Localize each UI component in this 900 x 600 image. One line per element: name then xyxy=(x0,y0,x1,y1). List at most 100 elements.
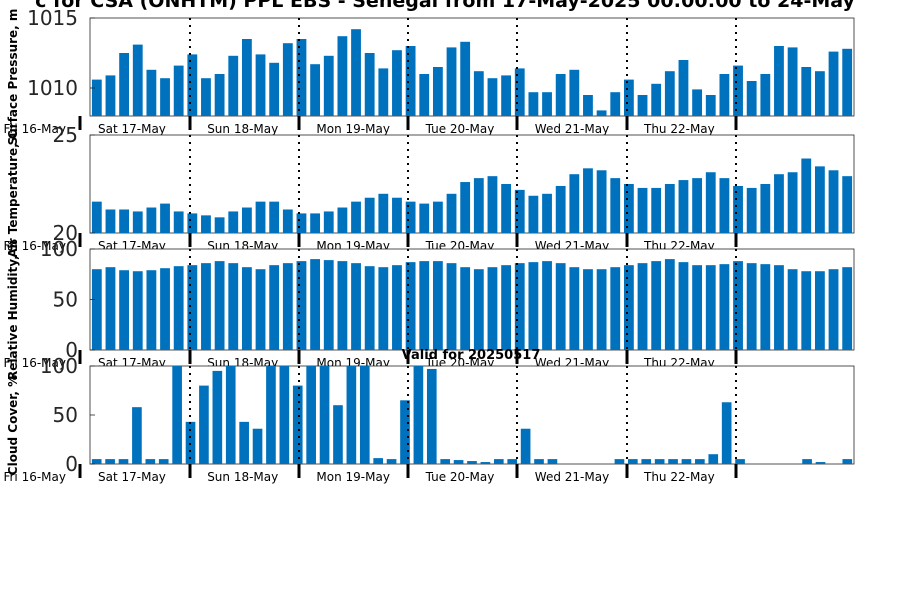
y-tick-label: 1015 xyxy=(27,6,78,30)
bar xyxy=(405,262,416,350)
bar xyxy=(569,267,580,350)
bar xyxy=(842,459,853,464)
bar xyxy=(323,55,334,116)
bar xyxy=(842,267,853,350)
bar xyxy=(146,270,157,350)
y-tick-label: 0 xyxy=(65,338,78,362)
bar xyxy=(460,41,471,116)
y-tick-label: 100 xyxy=(40,354,78,378)
bar xyxy=(501,265,512,350)
bar xyxy=(440,459,451,464)
bar xyxy=(118,459,129,464)
bar xyxy=(654,459,665,464)
bar xyxy=(651,187,662,233)
bar xyxy=(828,170,839,233)
bar xyxy=(119,53,130,116)
bar xyxy=(201,78,211,116)
bar xyxy=(596,269,607,350)
bar xyxy=(628,459,638,464)
bar xyxy=(746,187,757,233)
bar xyxy=(705,265,716,350)
bar xyxy=(310,213,321,233)
panel-subtitle: Valid for 20250517 xyxy=(402,348,541,363)
bar xyxy=(695,459,705,464)
bar xyxy=(610,267,621,350)
bar xyxy=(255,269,266,350)
bar xyxy=(282,263,293,350)
bar xyxy=(405,201,416,233)
bar xyxy=(528,92,539,116)
bar xyxy=(185,421,196,464)
bar xyxy=(569,69,580,116)
bar xyxy=(105,209,116,233)
bar xyxy=(173,211,184,233)
bar xyxy=(105,267,116,350)
x-day-label: Mon 19-May xyxy=(316,122,390,136)
y-tick-label: 50 xyxy=(53,403,78,427)
bar xyxy=(801,67,812,116)
bar xyxy=(614,459,625,464)
bar xyxy=(282,43,293,117)
bar xyxy=(119,209,130,233)
bar xyxy=(446,47,457,116)
bar xyxy=(105,459,115,464)
bar xyxy=(787,47,798,116)
bar xyxy=(719,74,730,116)
x-day-label: Wed 21-May xyxy=(535,470,609,484)
bar xyxy=(480,462,491,464)
bar xyxy=(520,428,531,464)
bar xyxy=(160,268,170,350)
bar xyxy=(828,51,839,116)
bar xyxy=(446,263,457,350)
bar xyxy=(473,269,484,350)
bar xyxy=(351,201,361,233)
bar xyxy=(292,385,303,464)
bar xyxy=(160,78,170,116)
bar xyxy=(201,215,211,233)
bar xyxy=(337,207,348,233)
bar xyxy=(269,265,280,350)
bar xyxy=(596,170,607,233)
bar xyxy=(746,263,757,350)
x-day-label: Sun 18-May xyxy=(207,122,278,136)
y-tick-label: 50 xyxy=(53,288,78,312)
bar xyxy=(760,74,771,116)
bar xyxy=(310,259,321,350)
bar xyxy=(279,366,290,464)
bar xyxy=(269,201,280,233)
y-tick-label: 100 xyxy=(40,237,78,261)
y-tick-label: 20 xyxy=(53,221,78,245)
bar xyxy=(534,459,544,464)
bar xyxy=(228,55,239,116)
bar xyxy=(746,81,757,116)
bar xyxy=(91,79,102,116)
y-axis-label: Cloud Cover, % xyxy=(6,375,20,475)
bar xyxy=(815,462,826,464)
bar xyxy=(252,428,263,464)
bar xyxy=(158,459,169,464)
bar xyxy=(255,54,266,116)
bar xyxy=(664,184,675,233)
bar xyxy=(733,261,743,350)
bar xyxy=(487,176,498,233)
x-day-label: Fri 16-May xyxy=(3,470,66,484)
bar xyxy=(228,211,239,233)
x-day-label: Thu 22-May xyxy=(643,470,715,484)
panel-1: 1010 1015 Fri 16-May Sat 17-May Sun 18-May Mo… xyxy=(3,6,855,145)
bar xyxy=(637,95,648,116)
bar xyxy=(596,110,607,116)
bar xyxy=(460,267,471,350)
bar xyxy=(187,265,198,350)
bar xyxy=(296,213,307,233)
y-axis-label: Relative Humidity, % xyxy=(6,239,20,380)
bar xyxy=(266,366,276,464)
y-tick-label: 0 xyxy=(65,452,78,476)
bar xyxy=(364,266,375,350)
bar xyxy=(760,264,771,350)
bar xyxy=(583,95,593,116)
x-day-label: Fri 16-May xyxy=(3,239,66,253)
bar xyxy=(214,74,225,116)
bar xyxy=(542,261,552,350)
